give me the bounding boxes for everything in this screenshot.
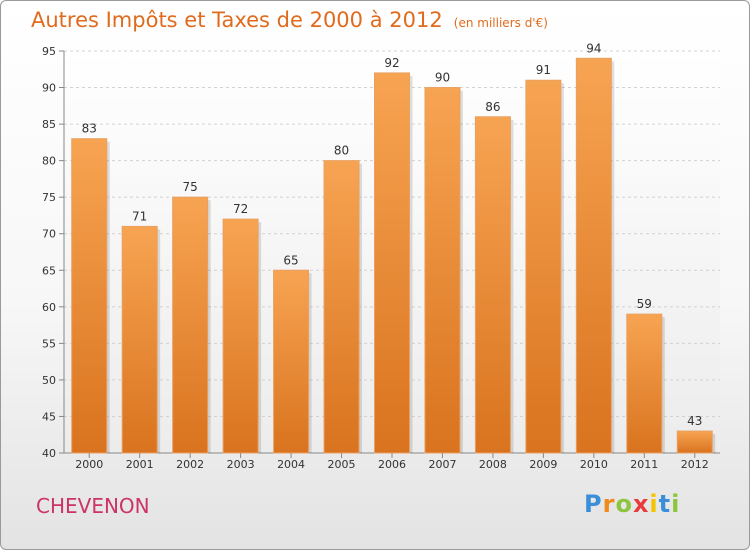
logo-letter: r [602,490,616,518]
bar [71,138,108,454]
data-label: 83 [82,122,97,136]
x-tick-label: 2005 [328,458,356,471]
data-label: 80 [334,144,349,158]
x-tick-label: 2006 [378,458,406,471]
y-tick-label: 50 [42,374,56,387]
logo-letter: t [658,490,672,518]
logo-letter: o [615,490,633,518]
data-label: 94 [586,41,601,55]
logo-letter: i [649,490,659,518]
bar [172,196,209,454]
x-tick-label: 2008 [479,458,507,471]
y-tick-label: 80 [42,155,56,168]
y-tick-label: 75 [42,191,56,204]
x-tick-label: 2001 [126,458,154,471]
chart-unit-text: (en milliers d'€) [453,16,548,30]
x-tick-label: 2007 [428,458,456,471]
y-tick-label: 60 [42,301,56,314]
bar [273,269,310,454]
logo-letter: i [671,490,681,518]
bar [222,218,259,454]
y-tick-label: 70 [42,228,56,241]
logo-letter: x [632,490,650,518]
x-tick-label: 2004 [277,458,305,471]
x-tick-label: 2009 [529,458,557,471]
data-label: 91 [536,63,551,77]
bar [424,87,461,454]
y-tick-label: 65 [42,264,56,277]
y-tick-label: 90 [42,82,56,95]
y-tick-label: 55 [42,337,56,350]
data-label: 92 [384,56,399,70]
data-label: 71 [132,209,147,223]
bar [323,160,360,454]
data-label: 59 [637,297,652,311]
bar [626,313,663,454]
proxiti-logo: Proxiti [584,490,680,518]
bar [575,57,612,454]
bar [525,79,562,454]
data-label: 90 [435,71,450,85]
x-tick-label: 2000 [75,458,103,471]
x-tick-label: 2010 [580,458,608,471]
chart-title: Autres Impôts et Taxes de 2000 à 2012 (e… [31,8,548,32]
data-label: 75 [183,180,198,194]
chart-title-text: Autres Impôts et Taxes de 2000 à 2012 [31,8,443,32]
data-label: 43 [687,414,702,428]
y-tick-label: 45 [42,410,56,423]
y-tick-label: 95 [42,45,56,58]
x-tick-label: 2002 [176,458,204,471]
x-tick-label: 2012 [681,458,709,471]
y-tick-label: 85 [42,118,56,131]
bar [676,430,713,454]
x-tick-label: 2003 [227,458,255,471]
data-label: 72 [233,202,248,216]
data-label: 86 [485,100,500,114]
y-tick-label: 40 [42,447,56,460]
bar [374,72,410,454]
data-label: 65 [283,253,298,267]
bar [474,116,511,454]
city-name: CHEVENON [36,494,150,518]
x-tick-label: 2011 [630,458,658,471]
logo-letter: P [584,490,603,518]
bar [121,225,158,454]
